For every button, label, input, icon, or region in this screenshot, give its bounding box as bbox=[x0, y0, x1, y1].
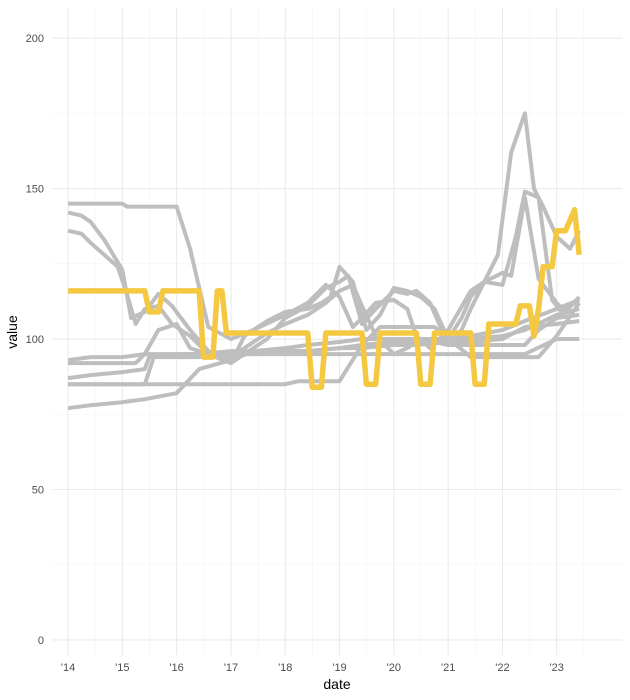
series-line bbox=[68, 282, 580, 366]
x-axis-tick-labels: '14 '15 '16 '17 '18 '19 '20 '21 '22 '23 bbox=[61, 662, 564, 674]
x-tick-label: '16 bbox=[169, 662, 183, 674]
x-tick-label: '17 bbox=[224, 662, 238, 674]
highlighted-series-line bbox=[68, 206, 582, 390]
minor-gridlines bbox=[52, 8, 622, 655]
series-line bbox=[68, 301, 581, 387]
series-line bbox=[67, 111, 581, 366]
y-tick-label: 0 bbox=[38, 635, 44, 647]
highlighted-series bbox=[68, 206, 582, 390]
x-tick-label: '23 bbox=[550, 662, 564, 674]
x-tick-label: '22 bbox=[495, 662, 509, 674]
x-tick-label: '20 bbox=[387, 662, 401, 674]
x-tick-label: '15 bbox=[115, 662, 129, 674]
y-axis-title: value bbox=[4, 315, 20, 349]
y-axis-tick-labels: 0 50 100 150 200 bbox=[26, 33, 44, 647]
y-tick-label: 50 bbox=[32, 484, 44, 496]
x-axis-title: date bbox=[323, 676, 350, 692]
y-tick-label: 100 bbox=[26, 334, 44, 346]
x-tick-label: '21 bbox=[441, 662, 455, 674]
y-tick-label: 150 bbox=[26, 184, 44, 196]
x-tick-label: '14 bbox=[61, 662, 75, 674]
x-tick-label: '18 bbox=[278, 662, 292, 674]
series-line bbox=[68, 195, 581, 351]
y-tick-label: 200 bbox=[26, 33, 44, 45]
x-tick-label: '19 bbox=[332, 662, 346, 674]
